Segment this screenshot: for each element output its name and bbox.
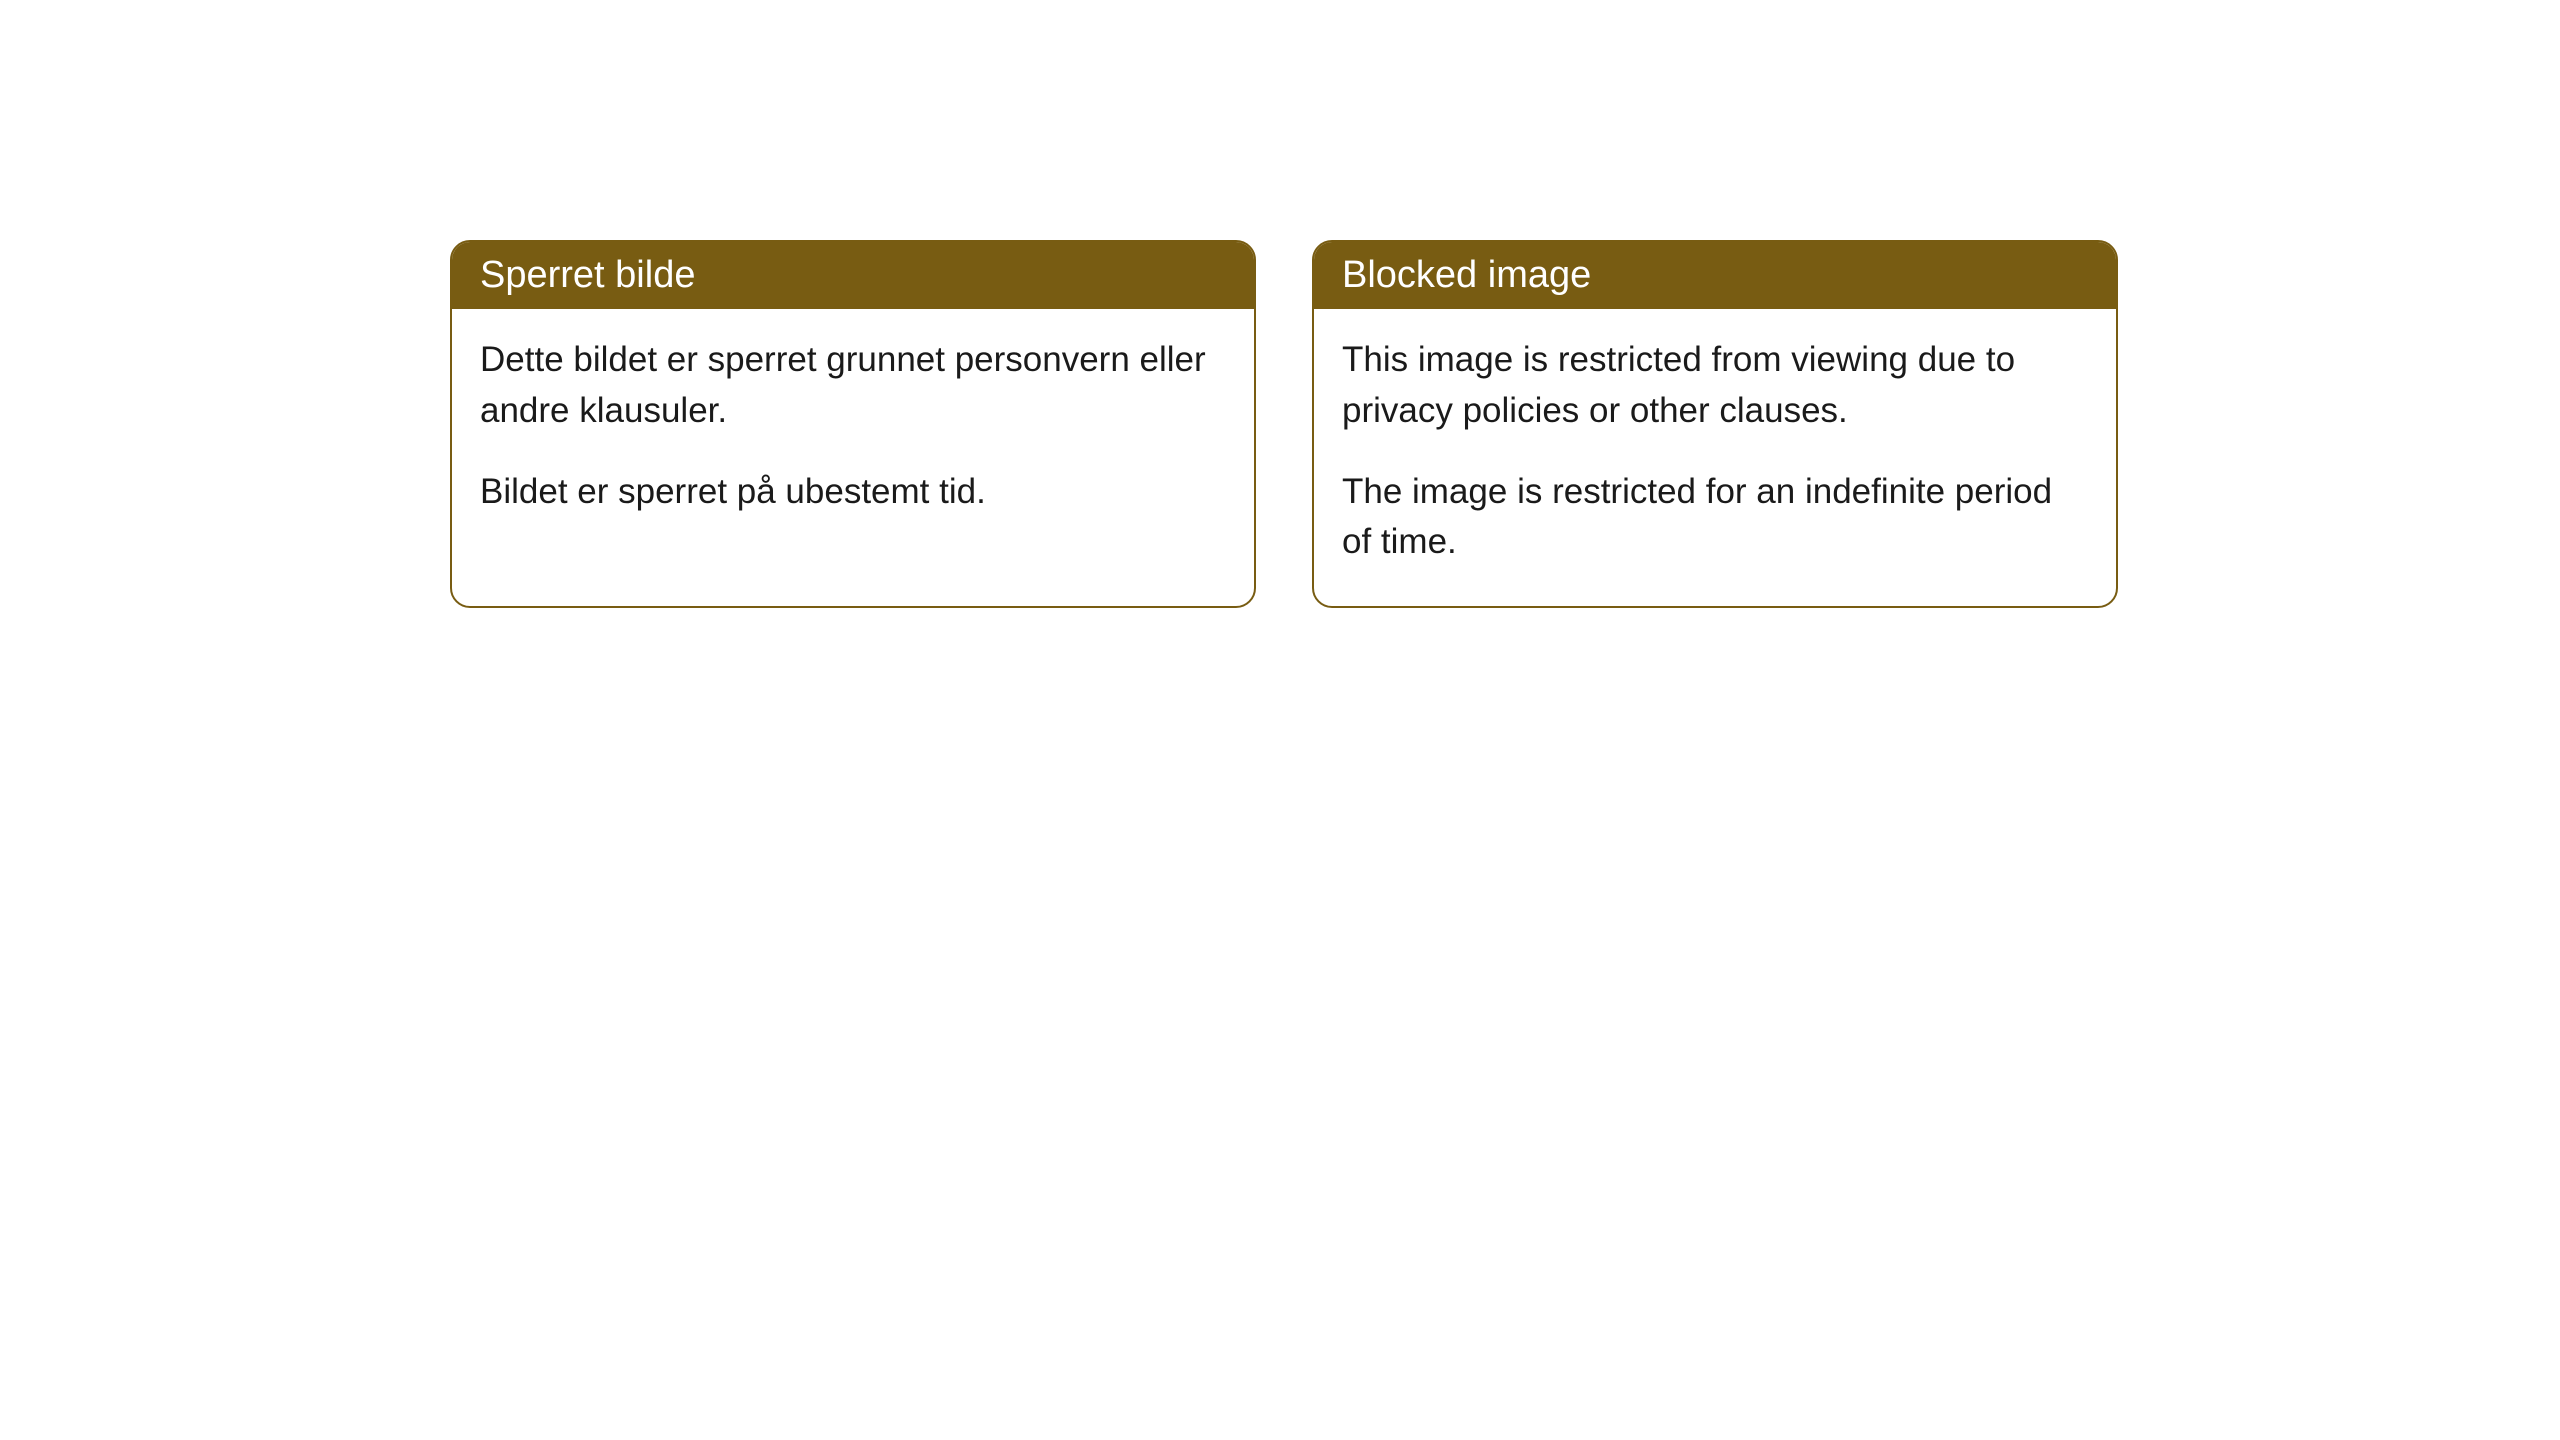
card-paragraph: The image is restricted for an indefinit… <box>1342 467 2088 569</box>
card-paragraph: Bildet er sperret på ubestemt tid. <box>480 467 1226 518</box>
card-body-norwegian: Dette bildet er sperret grunnet personve… <box>452 309 1254 555</box>
notice-card-english: Blocked image This image is restricted f… <box>1312 240 2118 608</box>
notice-card-norwegian: Sperret bilde Dette bildet er sperret gr… <box>450 240 1256 608</box>
card-body-english: This image is restricted from viewing du… <box>1314 309 2116 606</box>
card-paragraph: This image is restricted from viewing du… <box>1342 335 2088 437</box>
card-title-norwegian: Sperret bilde <box>452 242 1254 309</box>
card-paragraph: Dette bildet er sperret grunnet personve… <box>480 335 1226 437</box>
notice-container: Sperret bilde Dette bildet er sperret gr… <box>450 240 2118 608</box>
card-title-english: Blocked image <box>1314 242 2116 309</box>
